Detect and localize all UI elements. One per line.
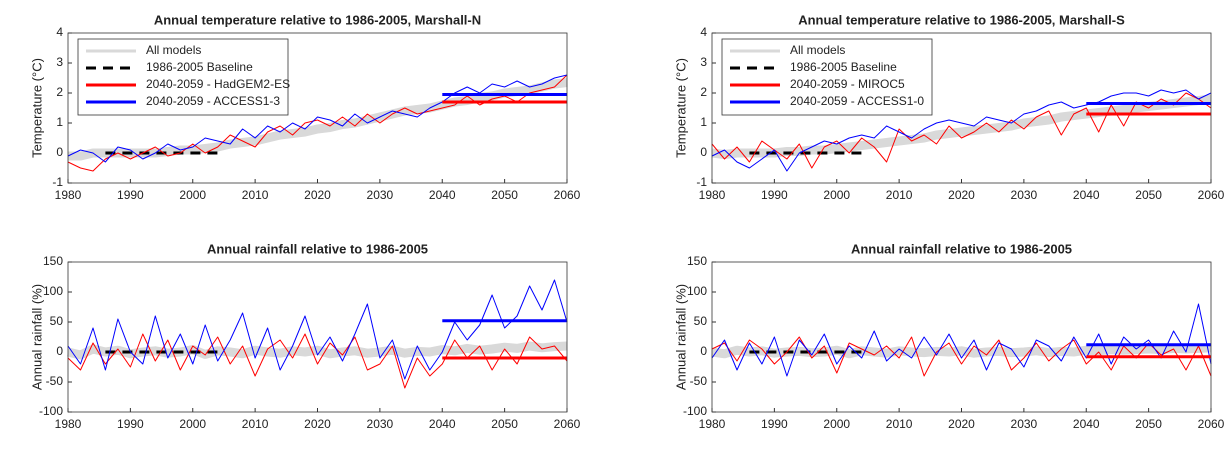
legend-label: 2040-2059 - HadGEM2-ES [146, 77, 290, 91]
chart-title: Annual rainfall relative to 1986-2005 [851, 241, 1072, 256]
y-tick-label: 4 [56, 25, 63, 39]
annual-line [711, 303, 1212, 377]
x-tick-label: 2020 [304, 417, 331, 431]
annual-line [711, 336, 1212, 377]
y-tick-label: 150 [687, 254, 707, 268]
chart-title: Annual temperature relative to 1986-2005… [798, 12, 1125, 27]
x-tick-label: 2030 [367, 188, 394, 202]
axes-box [711, 261, 1212, 413]
y-tick-label: 0 [700, 344, 707, 358]
x-tick-label: 2020 [304, 188, 331, 202]
x-tick-label: 1980 [55, 188, 82, 202]
y-tick-label: 2 [700, 85, 707, 99]
legend-label: 2040-2059 - ACCESS1-0 [790, 94, 924, 108]
x-tick-label: 2000 [179, 417, 206, 431]
x-tick-label: 2040 [429, 188, 456, 202]
x-tick-label: 1980 [699, 188, 726, 202]
x-tick-label: 2010 [242, 188, 269, 202]
x-tick-label: 2050 [491, 188, 518, 202]
y-axis-label: Annual rainfall (%) [673, 284, 688, 390]
y-tick-label: 0 [56, 145, 63, 159]
chart-title: Annual temperature relative to 1986-2005… [154, 12, 481, 27]
annual-line [711, 89, 1212, 172]
axes-box [711, 32, 1212, 184]
y-tick-label: -1 [696, 175, 707, 189]
model-band [711, 94, 1212, 159]
y-tick-label: -100 [39, 404, 63, 418]
y-axis-label: Temperature (°C) [673, 58, 688, 158]
y-tick-label: 4 [700, 25, 707, 39]
x-tick-label: 2060 [554, 188, 581, 202]
legend-label: 1986-2005 Baseline [146, 60, 253, 74]
x-tick-label: 2010 [242, 417, 269, 431]
y-axis-label: Annual rainfall (%) [29, 284, 44, 390]
x-tick-label: 2020 [948, 188, 975, 202]
plot-area [712, 262, 1211, 412]
y-tick-label: 100 [43, 284, 63, 298]
legend-label: 2040-2059 - ACCESS1-3 [146, 94, 280, 108]
y-tick-label: 150 [43, 254, 63, 268]
plot-area [68, 262, 567, 412]
x-tick-label: 2050 [491, 417, 518, 431]
x-tick-label: 2030 [1011, 417, 1038, 431]
y-tick-label: 1 [56, 115, 63, 129]
x-tick-label: 2010 [886, 188, 913, 202]
x-tick-label: 2020 [948, 417, 975, 431]
axes-box [67, 32, 568, 184]
legend-label: 2040-2059 - MIROC5 [790, 77, 905, 91]
x-tick-label: 2050 [1135, 417, 1162, 431]
model-band [68, 78, 568, 161]
annual-line [711, 92, 1212, 169]
annual-line [67, 333, 568, 389]
x-tick-label: 2000 [823, 188, 850, 202]
y-tick-label: 0 [700, 145, 707, 159]
legend-label: All models [146, 43, 201, 57]
y-tick-label: 3 [700, 55, 707, 69]
chart-title: Annual rainfall relative to 1986-2005 [207, 241, 428, 256]
x-tick-label: 2010 [886, 417, 913, 431]
x-tick-label: 2040 [1073, 417, 1100, 431]
x-tick-label: 2030 [1011, 188, 1038, 202]
x-tick-label: 2050 [1135, 188, 1162, 202]
y-tick-label: 50 [694, 314, 708, 328]
x-tick-label: 1990 [761, 417, 788, 431]
y-tick-label: 100 [687, 284, 707, 298]
y-axis-label: Temperature (°C) [29, 58, 44, 158]
x-tick-label: 2060 [554, 417, 581, 431]
x-tick-label: 2000 [823, 417, 850, 431]
y-tick-label: 2 [56, 85, 63, 99]
x-tick-label: 2060 [1198, 188, 1225, 202]
x-tick-label: 2060 [1198, 417, 1225, 431]
x-tick-label: 2040 [429, 417, 456, 431]
annual-line [67, 74, 568, 163]
x-tick-label: 2030 [367, 417, 394, 431]
y-tick-label: 1 [700, 115, 707, 129]
y-tick-label: 3 [56, 55, 63, 69]
axes-box [67, 261, 568, 413]
x-tick-label: 1990 [761, 188, 788, 202]
x-tick-label: 1980 [55, 417, 82, 431]
y-tick-label: -1 [52, 175, 63, 189]
x-tick-label: 1990 [117, 417, 144, 431]
annual-line [67, 279, 568, 380]
y-tick-label: -50 [46, 374, 64, 388]
y-tick-label: -100 [683, 404, 707, 418]
x-tick-label: 1980 [699, 417, 726, 431]
legend-label: All models [790, 43, 845, 57]
y-tick-label: -50 [690, 374, 708, 388]
x-tick-label: 2040 [1073, 188, 1100, 202]
legend-label: 1986-2005 Baseline [790, 60, 897, 74]
y-tick-label: 50 [50, 314, 64, 328]
y-tick-label: 0 [56, 344, 63, 358]
x-tick-label: 2000 [179, 188, 206, 202]
x-tick-label: 1990 [117, 188, 144, 202]
